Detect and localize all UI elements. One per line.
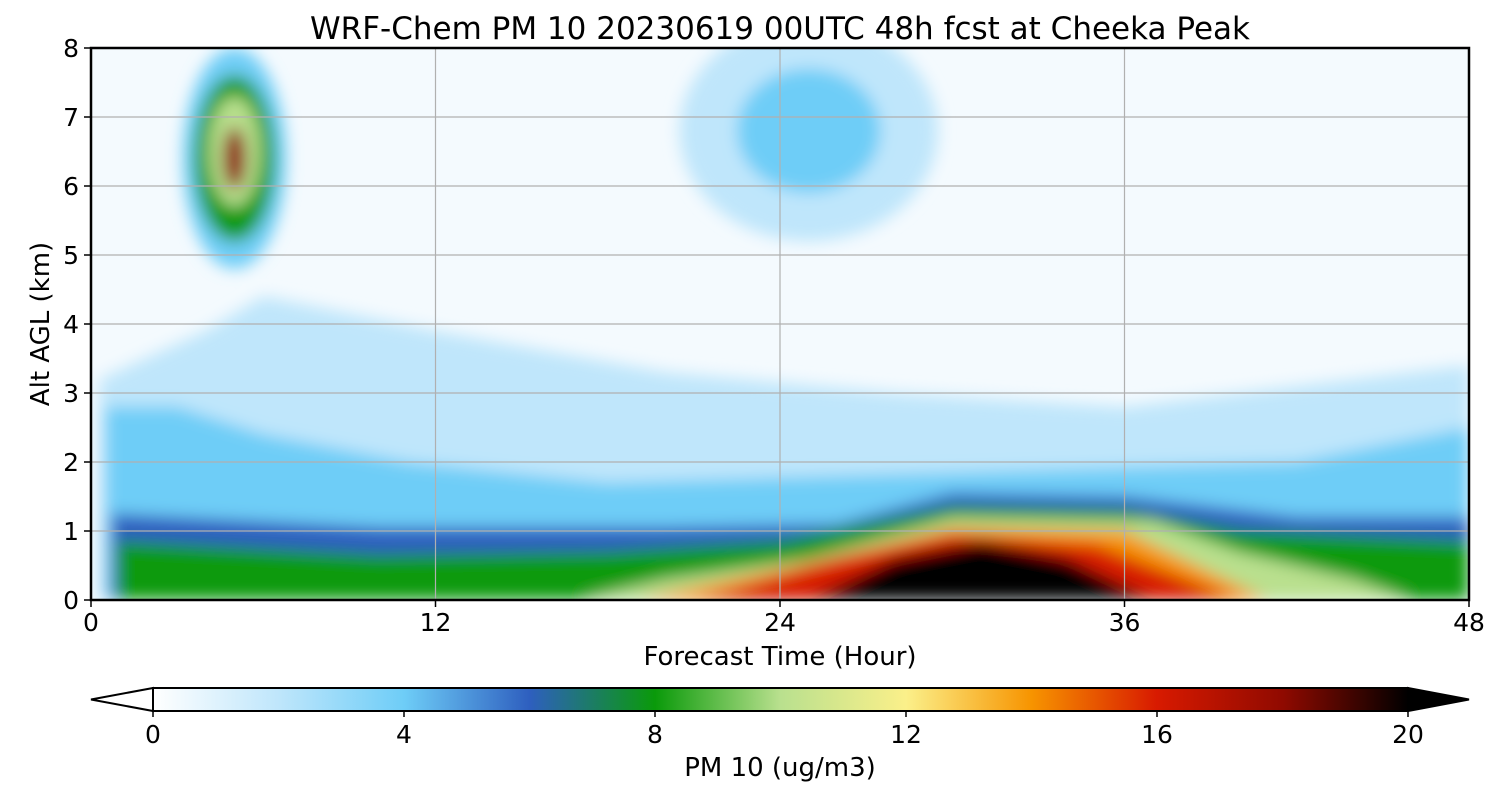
- colorbar-tick-label: 0: [145, 720, 161, 749]
- x-tick-label: 0: [83, 608, 99, 637]
- colorbar-tick-label: 16: [1141, 720, 1173, 749]
- y-tick-label: 3: [63, 379, 79, 408]
- colorbar-tick-label: 12: [890, 720, 922, 749]
- colorbar-label: PM 10 (ug/m3): [684, 753, 876, 783]
- pm10-band-9: [808, 541, 1154, 600]
- y-axis-label: Alt AGL (km): [26, 242, 56, 406]
- x-tick-label: 36: [1109, 608, 1141, 637]
- pm10-field: [99, 48, 1469, 600]
- y-tick-label: 4: [63, 310, 79, 339]
- colorbar-high-extension: [1407, 686, 1470, 713]
- x-tick-label: 12: [420, 608, 452, 637]
- colorbar-gradient: [153, 688, 1408, 711]
- colorbar-tick-label: 8: [647, 720, 663, 749]
- y-tick-label: 7: [63, 103, 79, 132]
- y-tick-label: 5: [63, 241, 79, 270]
- pm10-band-2: [736, 68, 881, 193]
- colorbar-ticks: 0 4 8 12 16 20: [145, 711, 1424, 749]
- plot-area: [89, 46, 1471, 602]
- y-tick-label: 6: [63, 172, 79, 201]
- x-tick-label: 24: [764, 608, 796, 637]
- pm10-band-13: [223, 127, 247, 190]
- y-tick-label: 8: [63, 34, 79, 63]
- x-tick-label: 48: [1453, 608, 1485, 637]
- y-tick-label: 2: [63, 448, 79, 477]
- colorbar-tick-label: 4: [396, 720, 412, 749]
- chart-title: WRF-Chem PM 10 20230619 00UTC 48h fcst a…: [310, 11, 1250, 47]
- colorbar-frame: [152, 687, 1409, 712]
- colorbar-low-extension: [90, 686, 154, 713]
- x-axis-label: Forecast Time (Hour): [643, 642, 916, 672]
- x-axis-ticks: 0 12 24 36 48: [83, 600, 1485, 637]
- colorbar: 0 4 8 12 16 20 PM 10 (ug/m3): [90, 686, 1470, 783]
- colorbar-tick-label: 20: [1392, 720, 1424, 749]
- y-tick-label: 1: [63, 517, 79, 546]
- y-axis-ticks: 0 1 2 3 4 5 6 7 8: [63, 34, 91, 615]
- y-tick-label: 0: [63, 586, 79, 615]
